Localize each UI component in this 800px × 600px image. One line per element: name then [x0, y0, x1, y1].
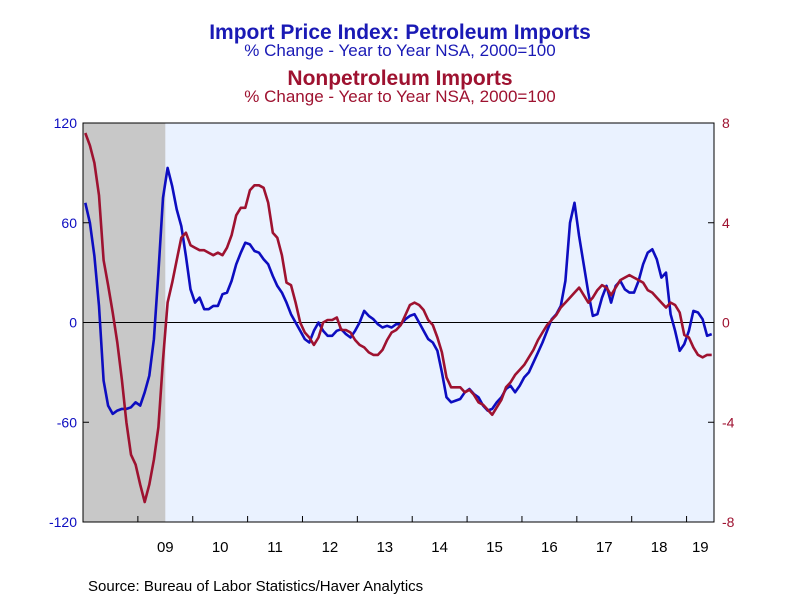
- x-axis-tick-label: 17: [596, 539, 613, 556]
- left-axis-tick-label: 0: [69, 315, 77, 331]
- right-axis-tick-label: 0: [722, 315, 730, 331]
- right-axis-tick-label: -8: [722, 514, 735, 530]
- nonpetroleum-series-line: [84, 132, 712, 504]
- x-axis-tick-label: 19: [692, 539, 709, 556]
- x-axis-tick-label: 15: [486, 539, 503, 556]
- chart-title-petroleum: Import Price Index: Petroleum Imports: [209, 21, 591, 44]
- x-axis-tick-label: 13: [376, 539, 393, 556]
- x-axis-tick-label: 12: [322, 539, 339, 556]
- chart-subtitle-nonpetroleum: % Change - Year to Year NSA, 2000=100: [244, 87, 556, 106]
- x-axis-tick-label: 14: [431, 539, 448, 556]
- source-note: Source: Bureau of Labor Statistics/Haver…: [88, 578, 424, 595]
- x-axis-tick-label: 10: [212, 539, 229, 556]
- right-axis-tick-label: -4: [722, 414, 735, 430]
- x-axis-tick-label: 16: [541, 539, 558, 556]
- left-axis-tick-label: 60: [61, 215, 77, 231]
- right-axis-tick-label: 4: [722, 215, 730, 231]
- x-axis-tick-label: 11: [267, 539, 283, 556]
- right-axis-tick-label: 8: [722, 115, 730, 131]
- x-axis-tick-label: 18: [651, 539, 668, 556]
- left-axis-tick-label: -120: [49, 514, 77, 530]
- left-axis-tick-label: 120: [54, 115, 78, 131]
- chart-title-nonpetroleum: Nonpetroleum Imports: [287, 67, 513, 90]
- chart-subtitle-petroleum: % Change - Year to Year NSA, 2000=100: [244, 41, 556, 60]
- x-axis-tick-label: 09: [157, 539, 174, 556]
- left-axis-tick-label: -60: [57, 414, 77, 430]
